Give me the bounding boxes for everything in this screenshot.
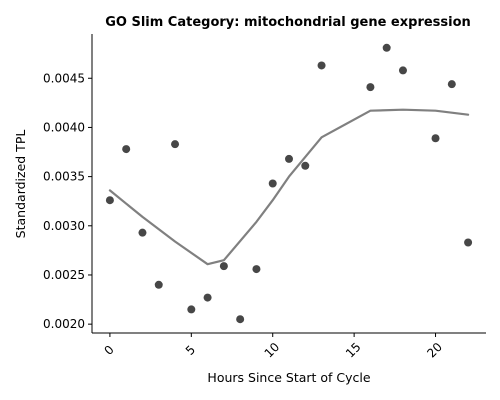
data-point [204, 294, 212, 302]
data-point [432, 134, 440, 142]
x-tick-label: 10 [262, 340, 283, 361]
data-point [155, 281, 163, 289]
data-point [366, 83, 374, 91]
data-point [383, 44, 391, 52]
data-point [252, 265, 260, 273]
data-point [301, 162, 309, 170]
data-point [448, 80, 456, 88]
data-point [285, 155, 293, 163]
data-point [171, 140, 179, 148]
data-point [399, 66, 407, 74]
x-axis-label: Hours Since Start of Cycle [207, 370, 370, 385]
data-point [269, 180, 277, 188]
y-tick-label: 0.0020 [43, 317, 85, 331]
y-tick-label: 0.0030 [43, 219, 85, 233]
y-tick-label: 0.0045 [43, 71, 85, 85]
data-point [236, 315, 244, 323]
data-point [187, 305, 195, 313]
y-axis-ticks: 0.0020 0.0025 0.0030 0.0035 0.0040 0.0045 [43, 71, 92, 331]
data-point [318, 61, 326, 69]
plot-area [106, 44, 472, 323]
x-tick-label: 15 [343, 340, 364, 361]
y-tick-label: 0.0040 [43, 120, 85, 134]
x-tick-label: 20 [424, 340, 445, 361]
chart-title: GO Slim Category: mitochondrial gene exp… [105, 15, 471, 30]
y-tick-label: 0.0025 [43, 268, 85, 282]
x-tick-label: 0 [101, 343, 116, 358]
data-point [106, 196, 114, 204]
data-point [138, 229, 146, 237]
x-axis-ticks: 0 5 10 15 20 [101, 333, 445, 361]
data-point [220, 262, 228, 270]
data-point [464, 239, 472, 247]
y-axis-label: Standardized TPL [13, 130, 28, 239]
x-tick-label: 5 [183, 343, 198, 358]
trend-line [110, 110, 468, 265]
y-tick-label: 0.0035 [43, 170, 85, 184]
data-point [122, 145, 130, 153]
